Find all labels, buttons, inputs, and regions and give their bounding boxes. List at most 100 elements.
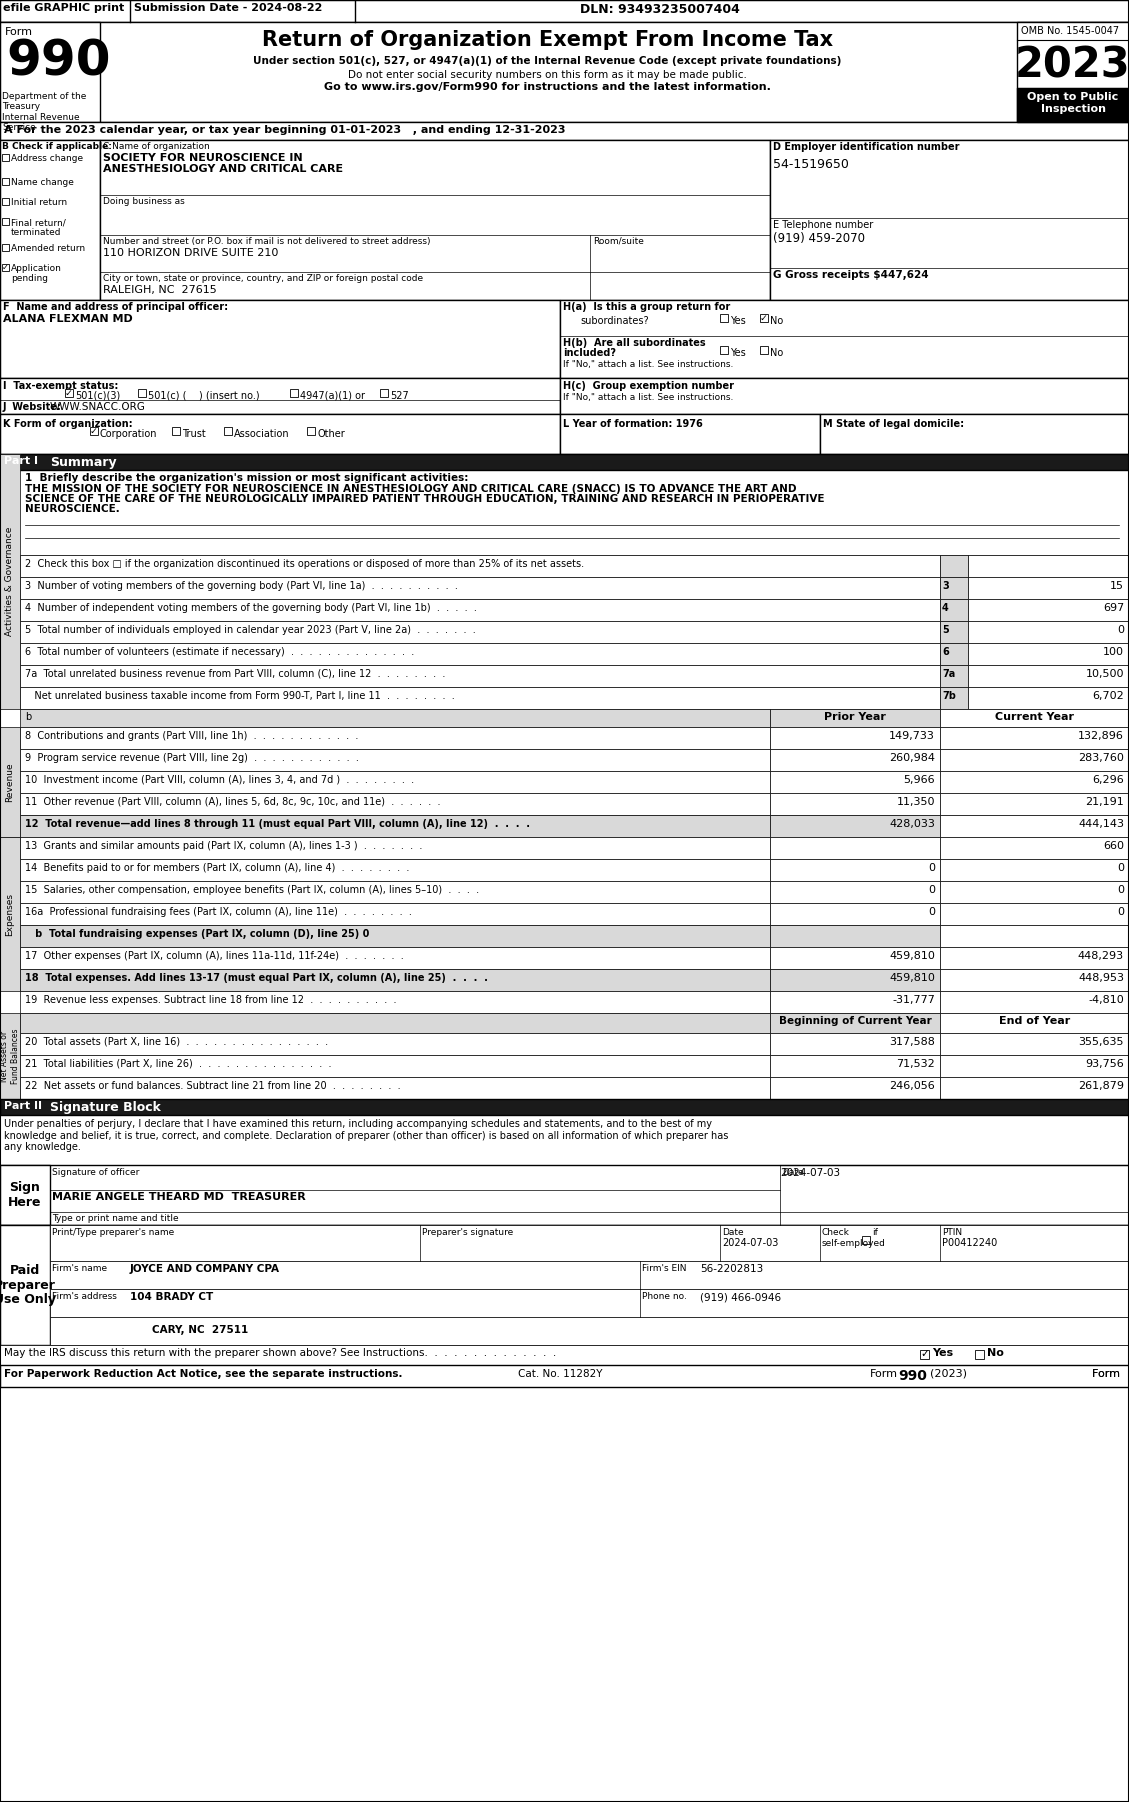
Bar xyxy=(770,991,940,1013)
Text: self-employed: self-employed xyxy=(822,1240,886,1249)
Text: 12  Total revenue—add lines 8 through 11 (must equal Part VIII, column (A), line: 12 Total revenue—add lines 8 through 11 … xyxy=(25,818,530,829)
Bar xyxy=(0,1166,1129,1225)
Text: Form: Form xyxy=(1093,1370,1124,1379)
Text: 4: 4 xyxy=(942,604,948,613)
Text: Doing business as: Doing business as xyxy=(103,196,185,205)
Text: Signature Block: Signature Block xyxy=(50,1101,160,1114)
Text: -31,777: -31,777 xyxy=(892,995,935,1006)
Bar xyxy=(968,622,1129,643)
Text: ✓: ✓ xyxy=(65,389,73,398)
Bar xyxy=(770,1033,940,1054)
Text: May the IRS discuss this return with the preparer shown above? See Instructions.: May the IRS discuss this return with the… xyxy=(5,1348,557,1359)
Bar xyxy=(20,1054,770,1078)
Text: P00412240: P00412240 xyxy=(942,1238,997,1249)
Text: ✓: ✓ xyxy=(2,263,9,272)
Bar xyxy=(0,1225,50,1344)
Text: 990: 990 xyxy=(898,1370,927,1382)
Text: ✓: ✓ xyxy=(920,1350,929,1359)
Text: Prior Year: Prior Year xyxy=(824,712,886,723)
Bar xyxy=(770,793,940,815)
Bar xyxy=(560,414,820,454)
Bar xyxy=(20,598,940,622)
Text: K Form of organization:: K Form of organization: xyxy=(3,420,132,429)
Bar xyxy=(20,881,770,903)
Text: ANESTHESIOLOGY AND CRITICAL CARE: ANESTHESIOLOGY AND CRITICAL CARE xyxy=(103,164,343,175)
Text: Corporation: Corporation xyxy=(100,429,158,440)
Bar xyxy=(940,860,1129,881)
Text: Name change: Name change xyxy=(11,178,73,187)
Bar xyxy=(0,1099,1129,1115)
Bar xyxy=(0,836,20,991)
Bar xyxy=(975,1350,984,1359)
Text: NEUROSCIENCE.: NEUROSCIENCE. xyxy=(25,505,120,514)
Text: Check: Check xyxy=(822,1227,850,1236)
Text: 18  Total expenses. Add lines 13-17 (must equal Part IX, column (A), line 25)  .: 18 Total expenses. Add lines 13-17 (must… xyxy=(25,973,488,984)
Bar xyxy=(290,389,298,396)
Text: 501(c) (    ) (insert no.): 501(c) ( ) (insert no.) xyxy=(148,391,260,402)
Text: Net Assets or
Fund Balances: Net Assets or Fund Balances xyxy=(0,1029,19,1083)
Text: 13  Grants and similar amounts paid (Part IX, column (A), lines 1-3 )  .  .  .  : 13 Grants and similar amounts paid (Part… xyxy=(25,842,422,851)
Text: 17  Other expenses (Part IX, column (A), lines 11a-11d, 11f-24e)  .  .  .  .  . : 17 Other expenses (Part IX, column (A), … xyxy=(25,951,404,960)
Text: Do not enter social security numbers on this form as it may be made public.: Do not enter social security numbers on … xyxy=(348,70,747,79)
Bar xyxy=(100,141,770,299)
Text: 21  Total liabilities (Part X, line 26)  .  .  .  .  .  .  .  .  .  .  .  .  .  : 21 Total liabilities (Part X, line 26) .… xyxy=(25,1060,332,1069)
Bar xyxy=(968,665,1129,687)
Text: Trust: Trust xyxy=(182,429,205,440)
Text: Current Year: Current Year xyxy=(995,712,1074,723)
Bar xyxy=(940,1013,1129,1033)
Bar xyxy=(770,969,940,991)
Text: 132,896: 132,896 xyxy=(1078,732,1124,741)
Bar xyxy=(720,346,728,353)
Bar xyxy=(20,815,770,836)
Text: 0: 0 xyxy=(928,906,935,917)
Bar xyxy=(770,750,940,771)
Text: Initial return: Initial return xyxy=(11,198,67,207)
Text: if: if xyxy=(872,1227,878,1236)
Text: 1  Briefly describe the organization's mission or most significant activities:: 1 Briefly describe the organization's mi… xyxy=(25,472,469,483)
Text: 2  Check this box □ if the organization discontinued its operations or disposed : 2 Check this box □ if the organization d… xyxy=(25,559,584,569)
Bar xyxy=(770,1013,940,1033)
Text: 448,293: 448,293 xyxy=(1078,951,1124,960)
Text: 104 BRADY CT: 104 BRADY CT xyxy=(130,1292,213,1303)
Text: 10  Investment income (Part VIII, column (A), lines 3, 4, and 7d )  .  .  .  .  : 10 Investment income (Part VIII, column … xyxy=(25,775,414,786)
Text: 459,810: 459,810 xyxy=(890,951,935,960)
Text: G Gross receipts $447,624: G Gross receipts $447,624 xyxy=(773,270,929,279)
Text: No: No xyxy=(987,1348,1004,1359)
Bar xyxy=(0,123,1129,141)
Text: 6  Total number of volunteers (estimate if necessary)  .  .  .  .  .  .  .  .  .: 6 Total number of volunteers (estimate i… xyxy=(25,647,414,658)
Bar xyxy=(968,687,1129,708)
Text: 6,296: 6,296 xyxy=(1092,775,1124,786)
Text: 22  Net assets or fund balances. Subtract line 21 from line 20  .  .  .  .  .  .: 22 Net assets or fund balances. Subtract… xyxy=(25,1081,401,1090)
Bar xyxy=(940,969,1129,991)
Text: 3: 3 xyxy=(942,580,948,591)
Bar xyxy=(172,427,180,434)
Bar xyxy=(940,881,1129,903)
Bar xyxy=(0,414,560,454)
Bar xyxy=(0,22,1129,123)
Bar xyxy=(940,948,1129,969)
Text: 444,143: 444,143 xyxy=(1078,818,1124,829)
Text: 0: 0 xyxy=(928,863,935,872)
Bar xyxy=(0,299,560,378)
Bar xyxy=(940,687,968,708)
Text: THE MISSION OF THE SOCIETY FOR NEUROSCIENCE IN ANESTHESIOLOGY AND CRITICAL CARE : THE MISSION OF THE SOCIETY FOR NEUROSCIE… xyxy=(25,485,796,494)
Text: Yes: Yes xyxy=(933,1348,953,1359)
Text: C Name of organization: C Name of organization xyxy=(103,142,210,151)
Text: 355,635: 355,635 xyxy=(1078,1036,1124,1047)
Text: 11  Other revenue (Part VIII, column (A), lines 5, 6d, 8c, 9c, 10c, and 11e)  . : 11 Other revenue (Part VIII, column (A),… xyxy=(25,796,440,807)
Bar xyxy=(770,771,940,793)
Text: Association: Association xyxy=(234,429,290,440)
Text: Yes: Yes xyxy=(730,315,746,326)
Bar xyxy=(940,924,1129,948)
Text: 0: 0 xyxy=(1117,885,1124,896)
Bar xyxy=(0,726,20,836)
Text: SOCIETY FOR NEUROSCIENCE IN: SOCIETY FOR NEUROSCIENCE IN xyxy=(103,153,303,162)
Bar xyxy=(560,299,1129,378)
Text: End of Year: End of Year xyxy=(999,1016,1070,1025)
Bar xyxy=(20,1013,770,1033)
Text: 19  Revenue less expenses. Subtract line 18 from line 12  .  .  .  .  .  .  .  .: 19 Revenue less expenses. Subtract line … xyxy=(25,995,396,1006)
Bar xyxy=(50,1261,1129,1288)
Text: 10,500: 10,500 xyxy=(1085,669,1124,679)
Text: -4,810: -4,810 xyxy=(1088,995,1124,1006)
Text: Print/Type preparer's name: Print/Type preparer's name xyxy=(52,1227,174,1236)
